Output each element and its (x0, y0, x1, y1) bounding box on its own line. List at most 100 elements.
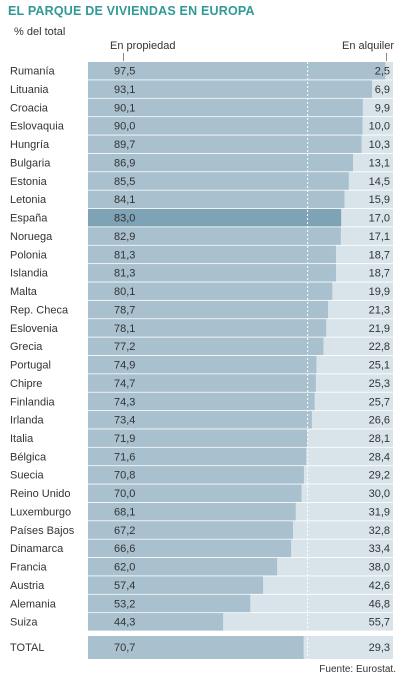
own-value-label: 80,1 (114, 286, 135, 298)
own-value-label: 70,0 (114, 488, 135, 500)
country-label: Rumanía (10, 66, 56, 78)
country-label: Lituania (10, 84, 49, 96)
rent-value-label: 9,9 (375, 102, 390, 114)
rent-value-label: 17,0 (369, 213, 390, 225)
rent-value-label: 26,6 (369, 415, 390, 427)
bar-own (88, 392, 315, 411)
country-label: Malta (10, 286, 38, 298)
bar-own (88, 539, 292, 558)
own-value-label: 44,3 (114, 617, 135, 629)
rent-value-label: 46,8 (369, 598, 390, 610)
bar-own (88, 135, 362, 153)
bar-own (88, 98, 363, 117)
own-value-label: 78,7 (114, 304, 135, 316)
country-label: Letonia (10, 194, 47, 206)
country-label: Islandia (10, 268, 49, 280)
bar-own (88, 521, 293, 539)
legend-own-tick (123, 53, 124, 61)
rent-value-label: 25,1 (369, 360, 390, 372)
bar-own (88, 466, 304, 484)
own-value-label: 68,1 (114, 506, 135, 518)
bar-own (88, 245, 336, 264)
country-label: Luxemburgo (10, 506, 71, 518)
own-value-label: 97,5 (114, 66, 135, 78)
rent-value-label: 33,4 (369, 543, 390, 555)
unit-label: % del total (14, 26, 66, 38)
country-label: Dinamarca (10, 543, 64, 555)
own-value-label: 53,2 (114, 598, 135, 610)
rent-value-label: 13,1 (369, 157, 390, 169)
own-value-label: 62,0 (114, 562, 135, 574)
rent-value-label: 32,8 (369, 525, 390, 537)
rent-value-label: 6,9 (375, 84, 390, 96)
bar-own (88, 355, 317, 374)
country-label: Eslovenia (10, 323, 59, 335)
own-value-label: 83,0 (114, 213, 135, 225)
bar-own (88, 227, 341, 245)
rent-value-label: 10,0 (369, 121, 390, 133)
country-label: Portugal (10, 360, 51, 372)
rent-value-label: 25,7 (369, 396, 390, 408)
legend-own: En propiedad (110, 40, 176, 52)
own-value-label: 93,1 (114, 84, 135, 96)
country-label: Grecia (10, 341, 43, 353)
bar-own (88, 447, 307, 466)
chart-title: EL PARQUE DE VIVIENDAS EN EUROPA (8, 4, 255, 18)
own-value-label: 71,9 (114, 433, 135, 445)
rent-value-label: 55,7 (369, 617, 390, 629)
own-value-label: 70,8 (114, 470, 135, 482)
legend-rent-tick (386, 53, 387, 61)
rent-value-label: 28,1 (369, 433, 390, 445)
bar-own (88, 208, 342, 227)
own-value-label: 81,3 (114, 249, 135, 261)
rent-value-label: 18,7 (369, 249, 390, 261)
country-label: Países Bajos (10, 525, 75, 537)
total-rent-value: 29,3 (369, 642, 390, 654)
legend-rent: En alquiler (342, 40, 394, 52)
own-value-label: 84,1 (114, 194, 135, 206)
country-label: Italia (10, 433, 34, 445)
rent-value-label: 17,1 (369, 231, 390, 243)
rent-value-label: 22,8 (369, 341, 390, 353)
bar-own (88, 337, 324, 356)
own-value-label: 57,4 (114, 580, 135, 592)
rent-value-label: 25,3 (369, 378, 390, 390)
rent-value-label: 31,9 (369, 506, 390, 518)
rent-value-label: 15,9 (369, 194, 390, 206)
rent-value-label: 28,4 (369, 451, 390, 463)
rent-value-label: 2,5 (375, 66, 390, 78)
country-label: Noruega (10, 231, 53, 243)
own-value-label: 66,6 (114, 543, 135, 555)
rent-value-label: 21,9 (369, 323, 390, 335)
country-label: Finlandia (10, 396, 56, 408)
bar-own (88, 80, 372, 98)
own-value-label: 73,4 (114, 415, 135, 427)
country-label: Hungría (10, 139, 50, 151)
rent-value-label: 30,0 (369, 488, 390, 500)
own-value-label: 85,5 (114, 176, 135, 188)
country-label: Eslovaquia (10, 121, 65, 133)
country-label: Suiza (10, 617, 38, 629)
bar-own (88, 557, 278, 576)
own-value-label: 90,0 (114, 121, 135, 133)
country-label: Bulgaria (10, 157, 51, 169)
own-value-label: 81,3 (114, 268, 135, 280)
rent-value-label: 38,0 (369, 562, 390, 574)
own-value-label: 78,1 (114, 323, 135, 335)
rent-value-label: 19,9 (369, 286, 390, 298)
country-label: Francia (10, 562, 48, 574)
country-label: Suecia (10, 470, 45, 482)
bar-own (88, 300, 329, 319)
rent-value-label: 10,3 (369, 139, 390, 151)
country-label: Croacia (10, 102, 49, 114)
total-bar-own (88, 636, 304, 659)
bar-own (88, 319, 327, 337)
country-label: Rep. Checa (10, 304, 69, 316)
country-label: Bélgica (10, 451, 47, 463)
rent-value-label: 18,7 (369, 268, 390, 280)
bar-own (88, 594, 251, 613)
bar-own (88, 172, 349, 190)
rent-value-label: 29,2 (369, 470, 390, 482)
own-value-label: 82,9 (114, 231, 135, 243)
